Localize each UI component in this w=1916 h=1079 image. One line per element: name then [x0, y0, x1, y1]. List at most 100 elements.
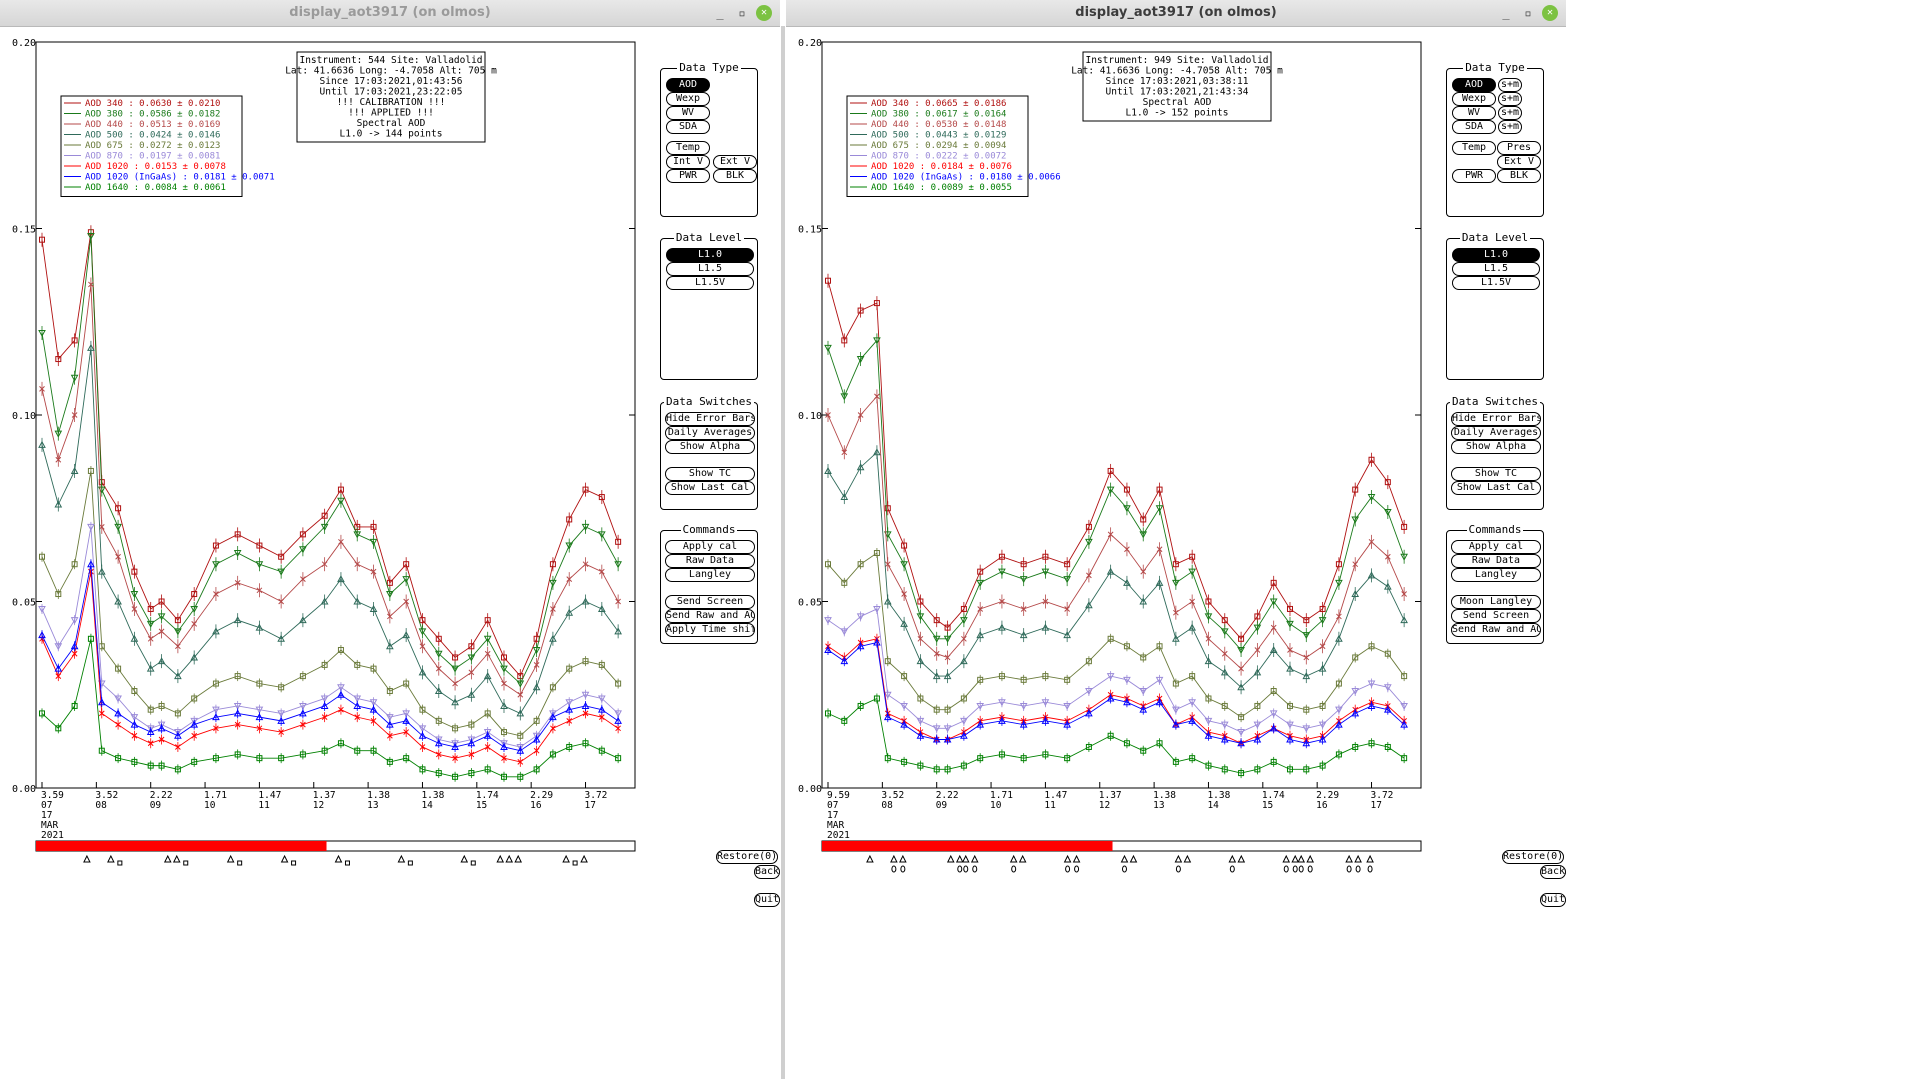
restore-button[interactable]: Restore(0): [1502, 850, 1564, 864]
timeline-marker: [460, 854, 469, 863]
data-type-blk[interactable]: BLK: [1497, 169, 1541, 183]
data-type-wv[interactable]: WV: [1452, 106, 1496, 120]
switch-button[interactable]: Daily Averages: [1451, 426, 1541, 440]
legend-box: [60, 95, 243, 197]
data-point: [884, 755, 891, 762]
minimize-icon[interactable]: _: [1502, 6, 1510, 20]
command-button[interactable]: Raw Data: [1451, 554, 1541, 568]
command-button[interactable]: Send Screen: [665, 595, 755, 609]
switch-button[interactable]: Show Alpha: [665, 440, 755, 454]
data-point: [87, 467, 94, 474]
switch-button[interactable]: Daily Averages: [665, 426, 755, 440]
data-point: [190, 717, 199, 725]
back-button[interactable]: Back: [1540, 865, 1566, 879]
data-type-wv[interactable]: WV: [666, 106, 710, 120]
data-point: [157, 721, 166, 729]
minimize-icon[interactable]: _: [716, 6, 724, 20]
command-button[interactable]: Apply cal: [1451, 540, 1541, 554]
data-type-pwr[interactable]: PWR: [666, 169, 710, 183]
data-type-s-m[interactable]: s+m: [1498, 106, 1522, 120]
command-button[interactable]: Send Raw and AOD: [1451, 623, 1541, 637]
data-type-s-m[interactable]: s+m: [1498, 92, 1522, 106]
data-point: [840, 393, 849, 401]
switch-button[interactable]: Show TC: [665, 467, 755, 481]
data-level-button[interactable]: L1.5: [666, 262, 754, 276]
data-type-s-m[interactable]: s+m: [1498, 78, 1522, 92]
close-icon[interactable]: ✕: [1542, 5, 1558, 21]
switch-button[interactable]: Hide Error Bars: [1451, 412, 1541, 426]
command-button[interactable]: Send Screen: [1451, 609, 1541, 623]
maximize-icon[interactable]: ▫: [1524, 6, 1532, 20]
command-button[interactable]: Raw Data: [665, 554, 755, 568]
data-type-temp[interactable]: Temp: [1452, 141, 1496, 155]
data-point: [1302, 672, 1311, 680]
switch-button[interactable]: Hide Error Bars: [665, 412, 755, 426]
data-point: [550, 606, 556, 612]
aod-chart-left: 0.000.050.100.150.203.590717MAR20213.520…: [12, 38, 636, 866]
switch-button[interactable]: Show Last Cal: [1451, 481, 1541, 495]
data-type-wexp[interactable]: Wexp: [1452, 92, 1496, 106]
data-point: [402, 631, 410, 639]
window-title-right: display_aot3917 (on olmos): [786, 0, 1566, 27]
data-type-temp[interactable]: Temp: [666, 141, 710, 155]
data-type-sda[interactable]: SDA: [666, 120, 710, 134]
data-level-button[interactable]: L1.5V: [1452, 276, 1540, 290]
close-icon[interactable]: ✕: [756, 5, 772, 21]
restore-button[interactable]: Restore(0): [716, 850, 778, 864]
data-point: [1064, 606, 1071, 612]
data-point: [87, 560, 95, 568]
aod-chart-right: 0.000.050.100.150.209.590717MAR20213.520…: [798, 38, 1422, 873]
timeline-marker: [955, 854, 964, 863]
data-point: [1237, 729, 1245, 737]
data-type-int-v[interactable]: Int V: [666, 155, 710, 169]
data-point: [418, 725, 427, 733]
data-type-blk[interactable]: BLK: [713, 169, 757, 183]
timeline-marker: [1346, 865, 1352, 873]
switch-button[interactable]: Show Last Cal: [665, 481, 755, 495]
data-type-sda[interactable]: SDA: [1452, 120, 1496, 134]
data-point: [484, 744, 491, 750]
data-point: [1019, 702, 1028, 710]
data-point: [1106, 486, 1115, 494]
data-point: [191, 758, 198, 765]
x-tick-label: 07: [41, 800, 52, 811]
data-type-ext-v[interactable]: Ext V: [713, 155, 757, 169]
data-point: [419, 617, 426, 624]
command-button[interactable]: Langley: [665, 568, 755, 582]
data-point: [582, 710, 589, 717]
command-button[interactable]: Apply cal: [665, 540, 755, 554]
data-type-pres[interactable]: Pres: [1497, 141, 1541, 155]
data-point: [212, 561, 220, 569]
maximize-icon[interactable]: ▫: [738, 6, 746, 20]
data-type-s-m[interactable]: s+m: [1498, 120, 1522, 134]
data-type-aod[interactable]: AOD: [1452, 78, 1496, 92]
quit-button[interactable]: Quit: [754, 893, 780, 907]
command-button[interactable]: Apply Time shift: [665, 623, 755, 637]
data-point: [386, 732, 393, 739]
data-type-aod[interactable]: AOD: [666, 78, 710, 92]
data-type-ext-v[interactable]: Ext V: [1497, 155, 1541, 169]
data-point: [467, 736, 476, 744]
data-point: [147, 762, 154, 769]
data-point: [1351, 709, 1360, 717]
data-point: [516, 743, 525, 752]
back-button[interactable]: Back: [754, 865, 780, 879]
panel-data-type: Data Type AOD s+m Wexp s+m WV s+m SDA s+m Temp Pre…: [1446, 61, 1544, 217]
data-level-button[interactable]: L1.0: [1452, 248, 1540, 262]
command-button[interactable]: Send Raw and AOD: [665, 609, 755, 623]
data-type-pwr[interactable]: PWR: [1452, 169, 1496, 183]
data-level-button[interactable]: L1.5: [1452, 262, 1540, 276]
command-button[interactable]: Moon Langley: [1451, 595, 1541, 609]
command-button[interactable]: Langley: [1451, 568, 1541, 582]
data-point: [321, 512, 328, 519]
data-point: [1383, 508, 1392, 517]
data-level-button[interactable]: L1.0: [666, 248, 754, 262]
data-point: [1270, 579, 1277, 586]
data-point: [501, 755, 507, 762]
timeline-marker: [107, 854, 115, 863]
quit-button[interactable]: Quit: [1540, 893, 1566, 907]
switch-button[interactable]: Show Alpha: [1451, 440, 1541, 454]
switch-button[interactable]: Show TC: [1451, 467, 1541, 481]
data-level-button[interactable]: L1.5V: [666, 276, 754, 290]
data-type-wexp[interactable]: Wexp: [666, 92, 710, 106]
